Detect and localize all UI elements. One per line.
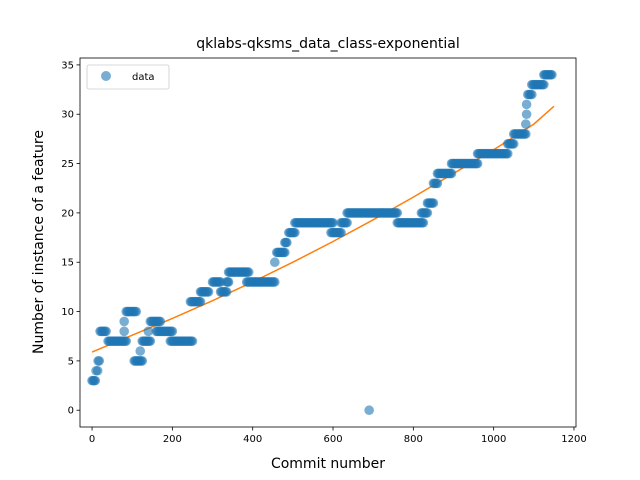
data-point xyxy=(422,208,433,218)
data-point xyxy=(167,326,178,337)
data-point xyxy=(539,79,549,90)
data-point xyxy=(342,217,352,228)
data-point xyxy=(119,316,129,327)
data-point xyxy=(508,139,519,149)
x-tick-label: 0 xyxy=(89,434,95,445)
y-tick-label: 35 xyxy=(61,60,74,71)
data-point xyxy=(135,346,146,356)
data-point xyxy=(145,336,156,346)
data-point xyxy=(203,287,214,297)
data-point xyxy=(269,257,280,268)
x-tick-label: 1000 xyxy=(481,434,506,445)
legend: data xyxy=(86,64,170,90)
data-point xyxy=(418,217,429,228)
data-point xyxy=(221,287,232,297)
x-tick-label: 200 xyxy=(163,434,182,445)
y-tick-label: 30 xyxy=(61,110,74,121)
data-point xyxy=(521,109,532,120)
y-axis-label: Number of instance of a feature xyxy=(31,130,47,354)
data-point xyxy=(364,405,374,416)
data-point xyxy=(280,247,290,258)
y-tick-label: 5 xyxy=(68,356,74,367)
data-point xyxy=(90,375,101,386)
plot-area-frame xyxy=(79,57,577,428)
y-axis-ticks: 0 5 10 15 20 25 30 35 xyxy=(61,60,80,417)
data-point xyxy=(521,99,532,110)
data-point xyxy=(143,326,154,337)
data-point xyxy=(392,208,403,218)
data-point xyxy=(119,326,129,337)
legend-data-label: data xyxy=(132,72,155,83)
data-point xyxy=(223,277,234,287)
x-tick-label: 400 xyxy=(243,434,262,445)
x-axis-ticks: 0 200 400 600 800 1000 1200 xyxy=(89,427,587,445)
data-point xyxy=(155,316,166,327)
legend-data-marker xyxy=(101,71,111,81)
data-point xyxy=(187,336,198,346)
y-tick-label: 20 xyxy=(61,208,74,219)
data-point xyxy=(137,356,148,366)
data-point xyxy=(547,69,557,80)
data-point xyxy=(328,217,338,228)
data-point xyxy=(269,277,280,287)
x-tick-label: 1200 xyxy=(561,434,586,445)
data-point xyxy=(92,365,103,376)
data-point xyxy=(195,296,206,307)
data-point xyxy=(432,178,443,189)
data-point xyxy=(121,336,131,346)
data-point xyxy=(131,306,142,317)
data-point xyxy=(243,267,254,277)
data-point xyxy=(336,227,346,238)
data-point xyxy=(290,227,300,238)
data-point xyxy=(502,148,513,159)
data-point xyxy=(521,129,531,139)
y-tick-label: 0 xyxy=(68,406,74,417)
data-point xyxy=(521,119,531,129)
data-point xyxy=(446,168,457,179)
y-tick-label: 25 xyxy=(61,159,74,170)
chart-title: qklabs-qksms_data_class-exponential xyxy=(196,36,460,52)
data-point xyxy=(101,326,111,337)
y-tick-label: 15 xyxy=(61,258,74,269)
y-tick-label: 10 xyxy=(61,307,74,318)
data-point xyxy=(428,198,439,208)
x-tick-label: 800 xyxy=(404,434,423,445)
data-point xyxy=(282,237,292,248)
data-point xyxy=(527,89,537,100)
data-point xyxy=(472,158,483,169)
x-axis-label: Commit number xyxy=(271,456,385,472)
data-points-layer xyxy=(87,69,557,416)
data-point xyxy=(94,356,105,366)
legend-box xyxy=(86,64,170,90)
x-tick-label: 600 xyxy=(323,434,342,445)
